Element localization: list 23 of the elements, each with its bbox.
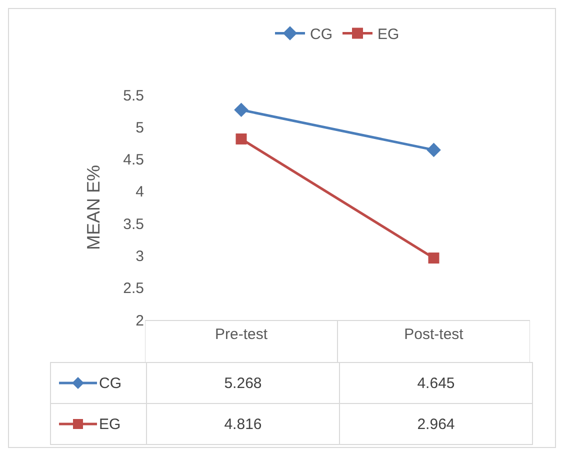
y-tick-label: 5.5 [123,87,144,104]
point [428,252,440,264]
text: CG [99,374,122,392]
x-tick-label: Post-test [404,326,464,343]
data-label: 2.964 [339,404,533,444]
y-tick-label: 3 [136,248,144,265]
y-tick-label: 2.5 [123,280,144,298]
point [234,102,248,118]
y-tick-label: 4.5 [123,152,144,169]
y-axis-title: MEAN E% [83,164,104,250]
x-tick-label: Pre-test [214,326,268,343]
legend-label: CG [310,26,332,44]
text: EG [99,416,121,432]
point [236,133,247,144]
y-tick-label: 5 [136,119,144,136]
data-label: 4.645 [339,363,533,403]
data-label: 4.816 [146,404,339,444]
y-tick-label: 2 [136,312,144,330]
y-tick-label: 3.5 [123,216,144,233]
y-tick-label: 4 [136,184,144,201]
point [426,142,441,158]
legend-label: EG [378,26,400,44]
data-label: 5.268 [146,363,339,403]
